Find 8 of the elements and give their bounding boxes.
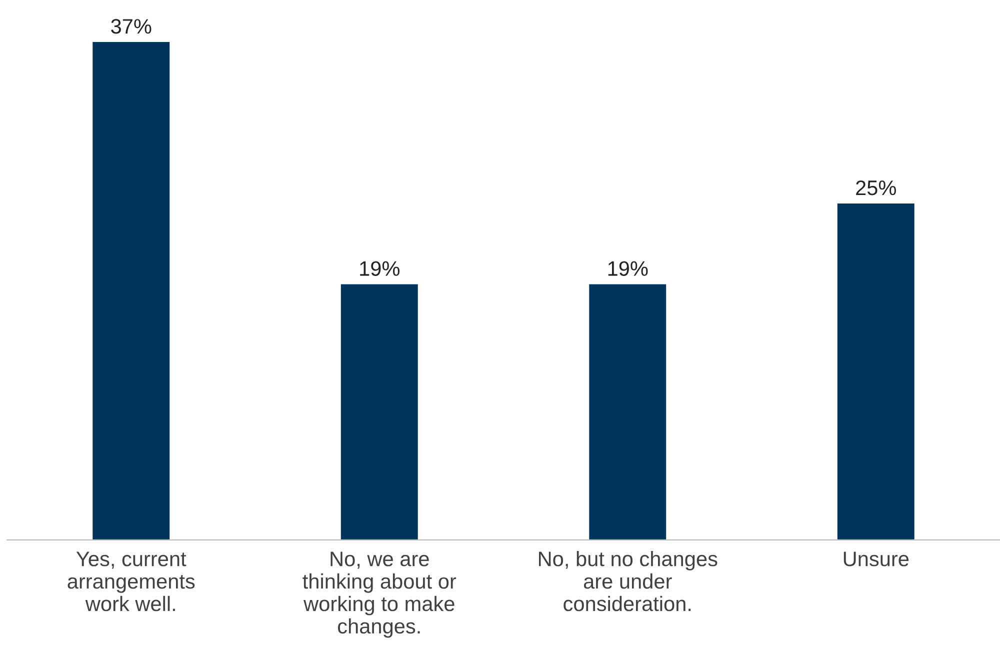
x-tick-label: No, but no changes are under consideration. bbox=[539, 550, 718, 612]
data-label: 37% bbox=[111, 18, 152, 34]
x-tick-label: No, we are thinking about or working to make changes. bbox=[302, 552, 456, 638]
data-label: 19% bbox=[360, 261, 400, 276]
data-label: 25% bbox=[856, 180, 896, 196]
data-label: 19% bbox=[608, 261, 648, 276]
x-tick-label: Unsure bbox=[844, 552, 909, 566]
x-tick-label: Yes, current arrangements work well. bbox=[68, 552, 195, 612]
